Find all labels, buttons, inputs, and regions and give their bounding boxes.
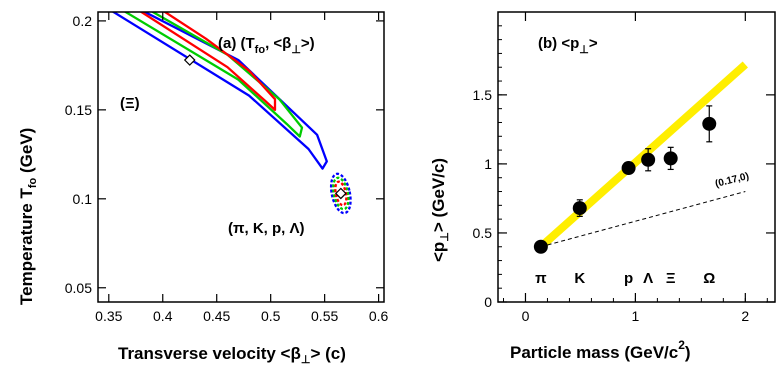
x-tick-label: 0.6	[369, 308, 389, 324]
x-tick-label: 1	[632, 308, 640, 324]
panel-b-points	[533, 105, 717, 254]
panel-b-title: (b) <p⊥>	[538, 35, 598, 56]
panel-a-y-axis-label: Temperature Tfo (GeV)	[17, 128, 39, 305]
y-tick-label: 0.15	[65, 102, 92, 118]
y-tick-label: 1.5	[473, 87, 493, 103]
y-tick-label: 0	[484, 294, 492, 310]
y-tick-label: 1	[484, 156, 492, 172]
data-point-p	[621, 161, 636, 176]
light-contour-outer	[329, 172, 352, 215]
dashed-reference-line	[540, 191, 746, 248]
y-tick-label: 0.5	[473, 225, 493, 241]
xi-contour-outer	[111, 12, 328, 170]
panel-a-x-axis-label: Transverse velocity <β⊥> (c)	[118, 344, 346, 366]
xi-contour-mid	[123, 12, 304, 138]
xi-annotation: (Ξ)	[120, 95, 140, 112]
x-tick-label: 0.5	[261, 308, 281, 324]
panel-a-title: (a) (Tfo, <β⊥>)	[218, 35, 315, 56]
particle-label: Ξ	[666, 270, 676, 287]
y-tick-label: 0.05	[65, 280, 92, 296]
light-contour-inner	[334, 180, 348, 207]
particle-label: p	[624, 270, 633, 287]
panel-a-ticks: 0.35 0.4 0.45 0.5 0.55 0.6 0.05 0.1 0.15 0.2	[65, 12, 389, 324]
particle-label: K	[574, 270, 585, 287]
x-tick-label: 0.35	[95, 308, 122, 324]
xi-fit-marker	[183, 54, 196, 66]
data-point-ξ	[663, 151, 678, 166]
y-tick-label: 0.2	[73, 13, 93, 29]
data-point-λ	[641, 152, 656, 167]
light-hadrons-annotation: (π, K, p, Λ)	[228, 220, 304, 237]
panel-b-y-axis-label: <p⊥> (GeV/c)	[429, 158, 451, 262]
data-point-ω	[702, 116, 717, 131]
light-hadron-fit-marker	[334, 187, 347, 200]
x-tick-label: 0	[522, 308, 530, 324]
xi-contour-inner	[139, 12, 277, 112]
particle-label: Λ	[643, 270, 653, 287]
particle-label: π	[535, 270, 547, 287]
panel-b-frame	[497, 11, 776, 303]
panel-a-frame	[97, 11, 385, 303]
x-tick-label: 0.45	[203, 308, 230, 324]
panel-b-x-axis-label: Particle mass (GeV/c2)	[510, 338, 691, 362]
x-tick-label: 0.55	[311, 308, 338, 324]
x-tick-label: 2	[741, 308, 749, 324]
data-point-π	[533, 239, 548, 254]
panel-a-contour-plot: 0.35 0.4 0.45 0.5 0.55 0.6 0.05 0.1 0.15 0.2 (a) …	[17, 11, 389, 366]
data-point-k	[572, 201, 587, 216]
panel-a-contours	[111, 12, 352, 215]
light-contour-mid	[332, 176, 350, 211]
panel-b-ticks: 0 1 2 0 0.5 1 1.5	[473, 12, 775, 324]
y-tick-label: 0.1	[73, 191, 93, 207]
particle-label: Ω	[703, 270, 715, 287]
dashed-line-label: (0.17,0)	[714, 171, 750, 190]
x-tick-label: 0.4	[153, 308, 173, 324]
